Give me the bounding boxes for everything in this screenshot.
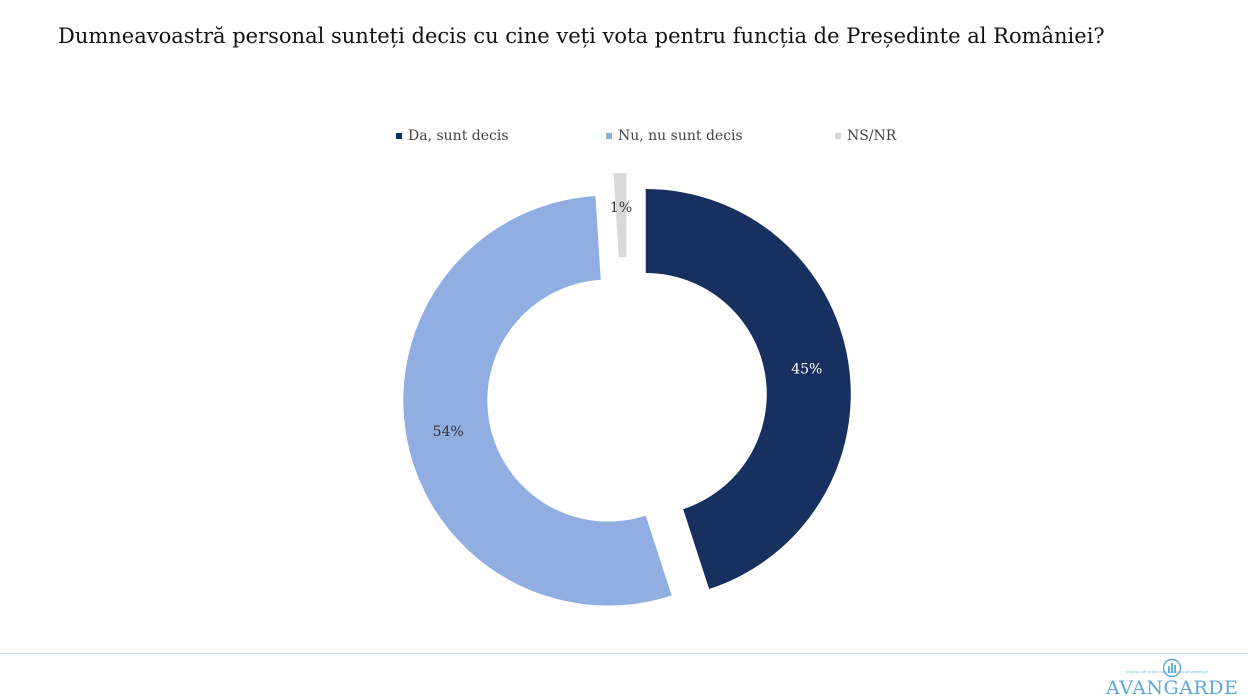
data-label-nsnr: 1% — [610, 200, 632, 216]
avangarde-logo-icon — [1162, 658, 1182, 678]
logo-tagline: GRUPUL DE STUDII SOCIO-COMPORTAMENTALE — [1126, 670, 1209, 674]
logo-wordmark: AVANGARDE — [1106, 677, 1239, 699]
legend-item-nu: Nu, nu sunt decis — [606, 128, 743, 144]
chart-legend: Da, sunt decis Nu, nu sunt decis NS/NR — [0, 128, 1248, 148]
data-label-da: 45% — [791, 362, 822, 378]
slice-nu-sunt-decis — [403, 195, 672, 606]
footer-divider — [0, 653, 1248, 654]
legend-label-da: Da, sunt decis — [408, 128, 509, 144]
slice-da-sunt-decis — [645, 189, 851, 589]
legend-swatch-nu — [606, 133, 612, 139]
avangarde-logo: GRUPUL DE STUDII SOCIO-COMPORTAMENTALE A… — [1100, 656, 1246, 700]
legend-item-da: Da, sunt decis — [396, 128, 509, 144]
legend-swatch-nsnr — [835, 133, 841, 139]
slice-ns-nr — [613, 173, 627, 258]
legend-label-nu: Nu, nu sunt decis — [618, 128, 743, 144]
chart-title: Dumneavoastră personal sunteți decis cu … — [58, 24, 1105, 48]
legend-swatch-da — [396, 133, 402, 139]
legend-label-nsnr: NS/NR — [847, 128, 897, 144]
legend-item-nsnr: NS/NR — [835, 128, 896, 144]
data-label-nu: 54% — [433, 424, 464, 440]
